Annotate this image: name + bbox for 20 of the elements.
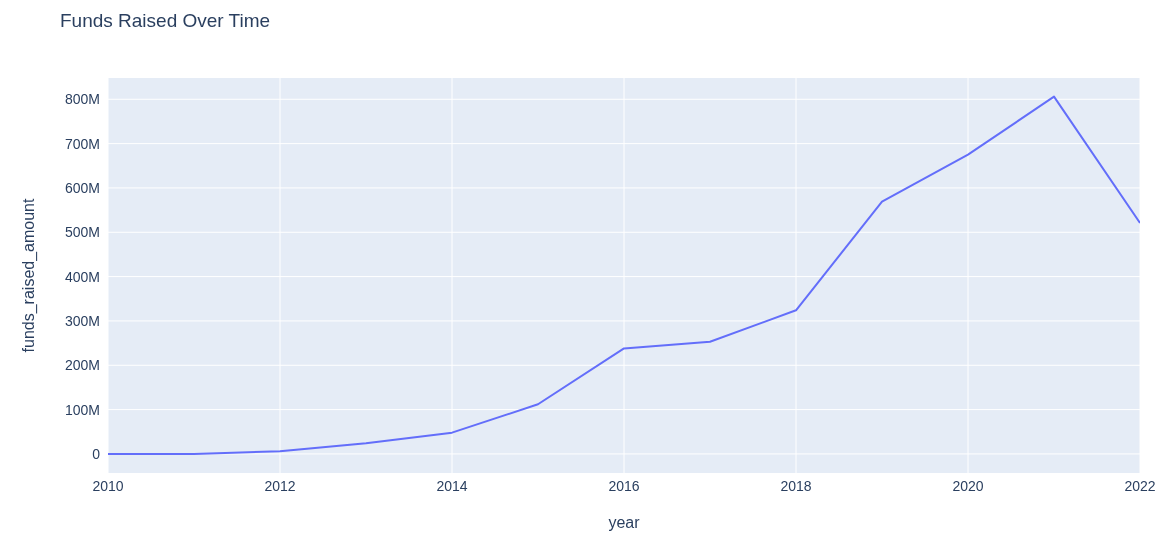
x-tick-label: 2022: [1124, 477, 1156, 494]
x-tick-label: 2014: [436, 477, 468, 494]
x-tick-label: 2020: [952, 477, 984, 494]
y-tick-label: 700M: [64, 135, 100, 152]
y-tick-label: 200M: [64, 357, 100, 374]
x-tick-label: 2012: [264, 477, 296, 494]
chart-title: Funds Raised Over Time: [60, 10, 271, 32]
y-tick-label: 0: [92, 445, 101, 462]
y-tick-label: 100M: [64, 401, 100, 418]
y-tick-label: 500M: [64, 224, 100, 241]
line-series: [108, 95, 1140, 455]
y-tick-label: 800M: [64, 91, 100, 108]
y-axis-title: funds_raised_amount: [19, 198, 38, 353]
x-tick-label: 2016: [608, 477, 640, 494]
y-tick-label: 400M: [64, 268, 100, 285]
x-axis-title: year: [608, 514, 641, 531]
y-tick-label: 600M: [64, 179, 100, 196]
y-tick-label: 300M: [64, 312, 100, 329]
x-tick-label: 2010: [92, 477, 124, 494]
x-tick-label: 2018: [780, 477, 812, 494]
